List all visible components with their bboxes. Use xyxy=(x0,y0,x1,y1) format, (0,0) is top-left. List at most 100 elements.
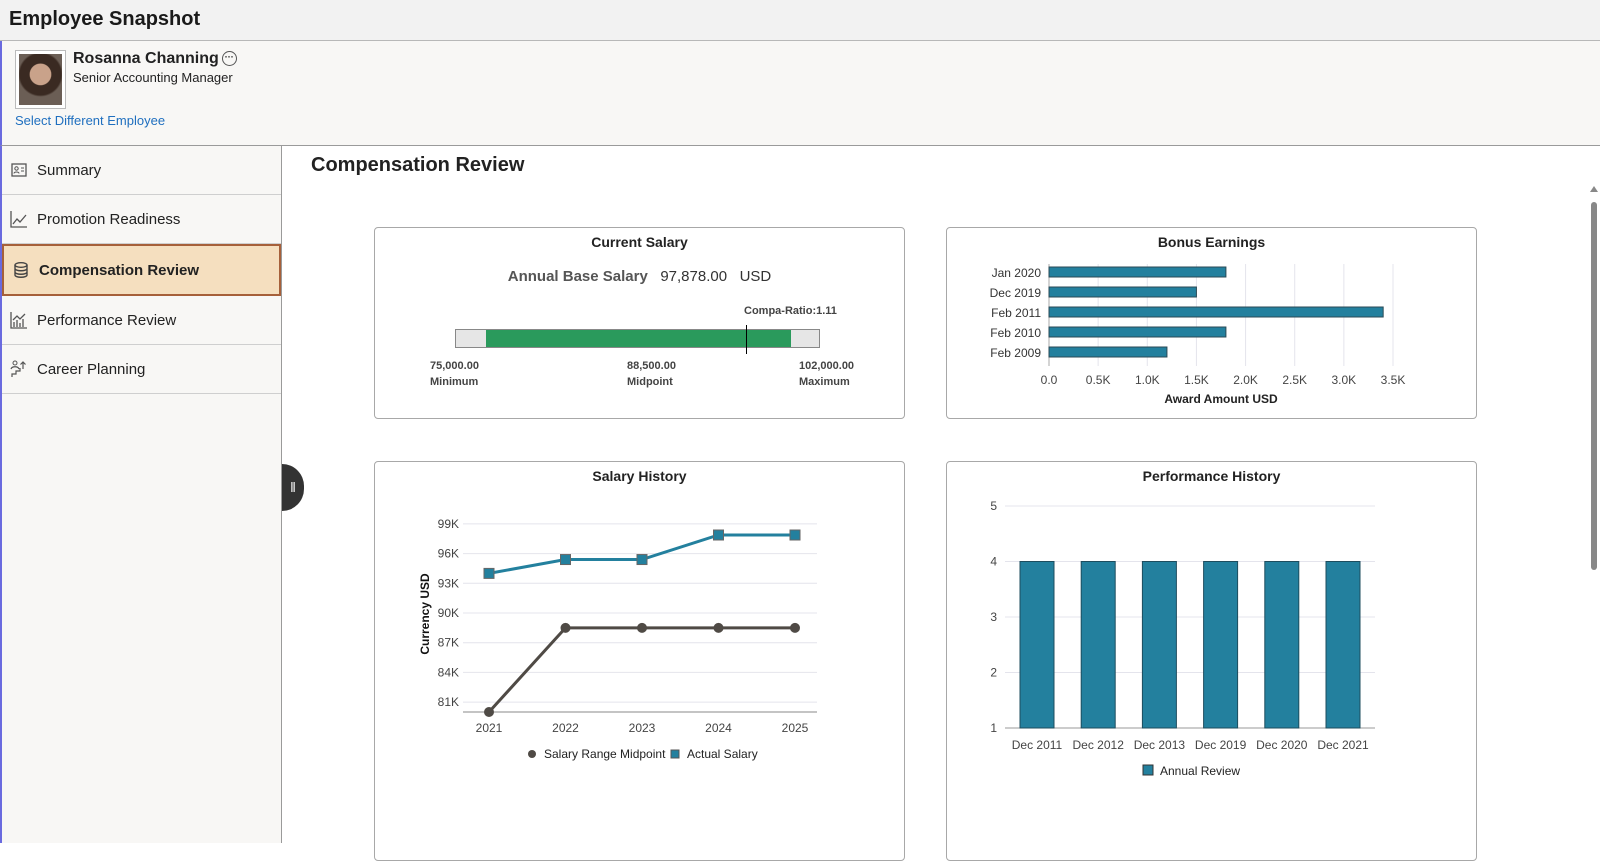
sidebar-collapse-handle[interactable]: ‖ xyxy=(282,464,304,511)
x-tick-label: 1.5K xyxy=(1184,373,1209,387)
line-chart-icon xyxy=(10,211,27,228)
y-tick-label: Feb 2010 xyxy=(990,326,1041,340)
y-tick-label: 5 xyxy=(990,499,997,513)
ellipsis-circle-icon[interactable]: ··· xyxy=(221,51,237,67)
data-point xyxy=(637,622,647,633)
x-tick-label: 2022 xyxy=(552,721,579,735)
x-tick-label: 2023 xyxy=(629,721,656,735)
x-tick-label: 0.5K xyxy=(1086,373,1111,387)
data-point xyxy=(560,622,571,633)
sidebar-item-performance-review[interactable]: Performance Review xyxy=(2,296,281,345)
x-tick-label: Dec 2012 xyxy=(1073,738,1125,752)
salary-range-bar xyxy=(455,325,820,354)
sidebar: Summary Promotion Readiness Compensation… xyxy=(0,146,282,843)
x-tick-label: 2.5K xyxy=(1282,373,1307,387)
performance-history-chart: 1 2 3 4 5 Dec 2011 Dec 2012 Dec 2013 Dec 2019 Dec… xyxy=(990,499,1375,778)
data-point xyxy=(713,529,724,541)
sidebar-item-summary[interactable]: Summary xyxy=(2,146,281,195)
x-tick-label: 2021 xyxy=(476,721,503,735)
x-tick-label: Dec 2019 xyxy=(1195,738,1247,752)
series-line xyxy=(487,626,795,714)
salary-history-card: Salary History 81K 84K 87K 90K 93K 96K 99K 2021… xyxy=(374,461,905,861)
bar xyxy=(1048,266,1227,278)
current-salary-marker xyxy=(746,325,748,354)
legend-label: Annual Review xyxy=(1160,764,1240,778)
y-tick-label: 96K xyxy=(438,547,459,561)
bar xyxy=(1141,561,1177,729)
database-icon xyxy=(14,262,28,278)
employee-job-title: Senior Accounting Manager xyxy=(73,70,233,85)
performance-history-card: Performance History 1 2 3 4 5 Dec 2011 Dec 201… xyxy=(946,461,1477,861)
bar xyxy=(1080,561,1116,729)
y-tick-label: Jan 2020 xyxy=(992,266,1042,280)
legend-label: Salary Range Midpoint xyxy=(544,747,666,761)
bar xyxy=(1325,561,1361,729)
legend-marker xyxy=(1142,764,1154,776)
x-tick-label: 0.0 xyxy=(1041,373,1058,387)
sidebar-item-label: Summary xyxy=(37,161,102,179)
x-tick-label: 2.0K xyxy=(1233,373,1258,387)
chart-title: Salary History xyxy=(592,468,687,484)
legend-marker xyxy=(528,750,536,758)
card-title: Current Salary xyxy=(591,234,688,250)
x-tick-label: Dec 2020 xyxy=(1256,738,1308,752)
bar xyxy=(1203,561,1239,729)
sidebar-item-label: Promotion Readiness xyxy=(37,210,181,228)
x-axis-label: Award Amount USD xyxy=(1164,392,1278,406)
sidebar-item-career-planning[interactable]: Career Planning xyxy=(2,345,281,394)
chart-title: Performance History xyxy=(1142,468,1281,484)
annual-base-salary-value: 97,878.00 xyxy=(660,268,728,285)
bar xyxy=(1048,306,1384,318)
y-tick-label: 90K xyxy=(438,606,459,620)
range-min-value: 75,000.00 xyxy=(430,360,479,372)
bar xyxy=(1264,561,1300,729)
y-tick-label: 99K xyxy=(438,517,459,531)
app-header: Employee Snapshot xyxy=(0,0,1600,41)
bar-chart-icon xyxy=(10,312,27,329)
legend-label: Actual Salary xyxy=(687,747,758,761)
range-max-label: Maximum xyxy=(799,376,850,388)
y-tick-label: 93K xyxy=(438,576,459,590)
employee-header: Rosanna Channing ··· Senior Accounting Ma… xyxy=(0,41,1600,146)
sidebar-item-promotion-readiness[interactable]: Promotion Readiness xyxy=(2,195,281,244)
select-different-employee-link[interactable]: Select Different Employee xyxy=(15,113,166,128)
x-tick-label: Dec 2013 xyxy=(1134,738,1186,752)
x-tick-label: Dec 2021 xyxy=(1317,738,1369,752)
y-tick-label: Dec 2019 xyxy=(990,286,1042,300)
y-tick-label: 4 xyxy=(990,555,997,569)
bar xyxy=(1048,326,1227,338)
y-tick-label: 3 xyxy=(990,610,997,624)
sidebar-item-label: Career Planning xyxy=(37,360,146,378)
id-card-icon xyxy=(11,163,27,177)
y-axis-label: Currency USD xyxy=(418,573,432,655)
data-point xyxy=(636,554,648,566)
salary-history-chart: 81K 84K 87K 90K 93K 96K 99K 2021 2022 2023 2024 202… xyxy=(418,517,817,761)
current-salary-card: Current Salary Annual Base Salary 97,878… xyxy=(374,227,905,419)
data-point xyxy=(790,622,800,633)
sidebar-item-label: Performance Review xyxy=(37,311,177,329)
vertical-scrollbar[interactable] xyxy=(1590,186,1598,571)
legend-marker xyxy=(670,749,680,759)
y-tick-label: Feb 2011 xyxy=(991,306,1041,320)
bar xyxy=(1048,346,1168,358)
currency: USD xyxy=(739,268,772,285)
bonus-earnings-card: Bonus Earnings 0.0 0.5K 1.0K 1.5K 2.0K 2.5K 3.… xyxy=(946,227,1477,419)
bar xyxy=(1019,561,1055,729)
sidebar-item-compensation-review[interactable]: Compensation Review xyxy=(2,244,281,296)
x-tick-label: Dec 2011 xyxy=(1012,738,1063,752)
bonus-earnings-chart: 0.0 0.5K 1.0K 1.5K 2.0K 2.5K 3.0K 3.5K Jan 2020 D… xyxy=(990,264,1405,406)
employee-name: Rosanna Channing xyxy=(73,50,219,67)
salary-range-fill xyxy=(486,330,791,347)
range-mid-label: Midpoint xyxy=(627,376,673,388)
annual-base-salary-label: Annual Base Salary xyxy=(507,268,648,285)
employee-photo xyxy=(15,50,66,109)
data-point xyxy=(484,707,494,717)
range-min-label: Minimum xyxy=(430,376,479,388)
y-tick-label: 81K xyxy=(438,695,459,709)
y-tick-label: 87K xyxy=(438,636,459,650)
career-steps-icon xyxy=(10,360,26,377)
range-mid-value: 88,500.00 xyxy=(627,360,676,372)
range-max-value: 102,000.00 xyxy=(799,360,855,372)
x-tick-label: 1.0K xyxy=(1135,373,1160,387)
y-tick-label: 84K xyxy=(438,665,459,679)
